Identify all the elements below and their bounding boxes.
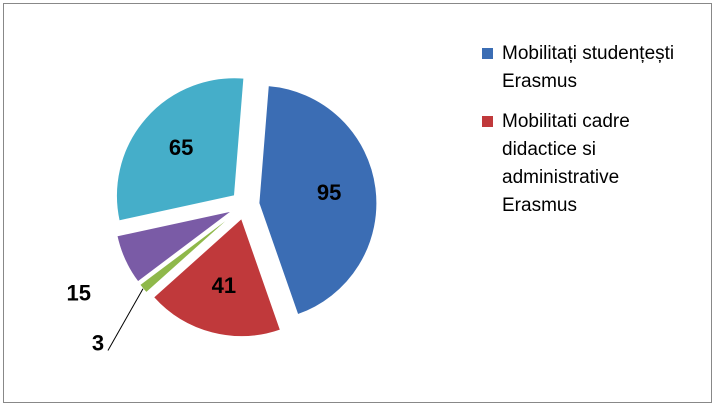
legend-swatch bbox=[482, 48, 493, 59]
pie-slice bbox=[115, 77, 245, 222]
legend-item: Mobilitați studențești Erasmus bbox=[482, 40, 682, 96]
legend-label: Mobilitati cadre didactice si administra… bbox=[502, 111, 630, 216]
pie-slice bbox=[116, 210, 233, 283]
leader-line bbox=[107, 288, 144, 351]
pie-slice bbox=[152, 217, 282, 337]
data-label: 95 bbox=[317, 180, 341, 205]
chart-frame bbox=[3, 3, 712, 403]
data-label: 15 bbox=[67, 280, 91, 305]
legend-swatch bbox=[482, 116, 493, 127]
legend-item: Mobilitati cadre didactice si administra… bbox=[482, 108, 682, 220]
pie-slice bbox=[258, 85, 378, 316]
data-label: 3 bbox=[92, 330, 104, 355]
data-label: 65 bbox=[169, 135, 193, 160]
legend-label: Mobilitați studențești Erasmus bbox=[502, 43, 675, 92]
legend: Mobilitați studențești Erasmus Mobilitati… bbox=[482, 40, 682, 232]
data-label: 41 bbox=[212, 273, 236, 298]
